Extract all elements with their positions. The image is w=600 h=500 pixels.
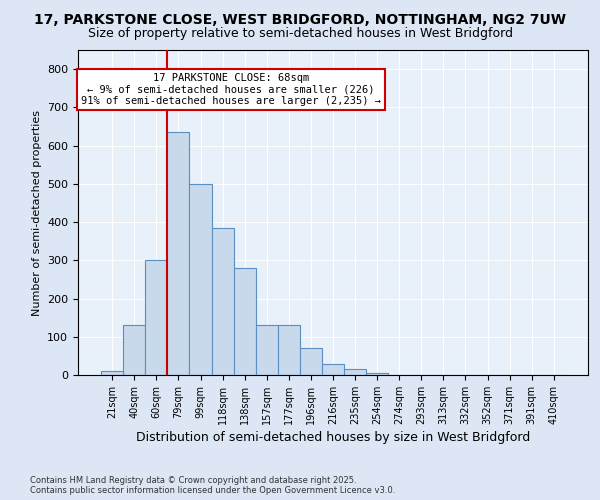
Text: 17, PARKSTONE CLOSE, WEST BRIDGFORD, NOTTINGHAM, NG2 7UW: 17, PARKSTONE CLOSE, WEST BRIDGFORD, NOT… <box>34 12 566 26</box>
Text: Size of property relative to semi-detached houses in West Bridgford: Size of property relative to semi-detach… <box>88 28 512 40</box>
Text: Contains HM Land Registry data © Crown copyright and database right 2025.
Contai: Contains HM Land Registry data © Crown c… <box>30 476 395 495</box>
X-axis label: Distribution of semi-detached houses by size in West Bridgford: Distribution of semi-detached houses by … <box>136 431 530 444</box>
Bar <box>101 371 123 375</box>
Bar <box>322 364 344 375</box>
Bar <box>256 326 278 375</box>
Bar <box>212 228 233 375</box>
Bar <box>145 260 167 375</box>
Bar <box>344 370 366 375</box>
Bar <box>123 326 145 375</box>
Bar <box>366 373 388 375</box>
Bar <box>278 326 300 375</box>
Y-axis label: Number of semi-detached properties: Number of semi-detached properties <box>32 110 41 316</box>
Bar <box>167 132 190 375</box>
Bar <box>190 184 212 375</box>
Text: 17 PARKSTONE CLOSE: 68sqm
← 9% of semi-detached houses are smaller (226)
91% of : 17 PARKSTONE CLOSE: 68sqm ← 9% of semi-d… <box>81 72 381 106</box>
Bar <box>233 268 256 375</box>
Bar <box>300 348 322 375</box>
